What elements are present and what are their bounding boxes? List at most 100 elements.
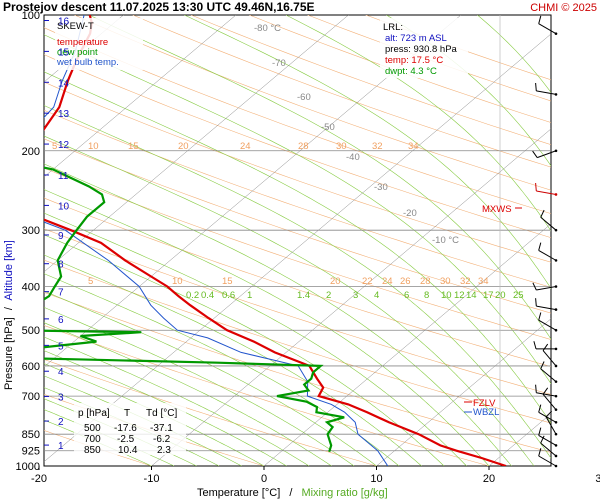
temperature-tick-label: 0 xyxy=(261,473,267,485)
pressure-tick-label: 700 xyxy=(22,391,40,403)
moist-adiabat-line xyxy=(44,34,551,385)
wind-barb-flag xyxy=(538,427,542,436)
mixing-ratio-label: 1 xyxy=(247,290,252,301)
level-table-box xyxy=(74,403,186,455)
wind-barb-staff xyxy=(540,442,557,457)
wind-barb xyxy=(535,298,558,311)
dry-adiabat-line xyxy=(44,109,551,288)
fzlv-label: FZLV xyxy=(473,398,496,409)
dry-adiabat-line xyxy=(44,259,551,424)
dry-adiabat-top-label: 5 xyxy=(52,141,57,152)
altitude-tick-label: 2 xyxy=(58,417,64,428)
moist-adiabat-line xyxy=(44,71,551,424)
mixing-ratio-label: 20 xyxy=(495,290,506,301)
altitude-tick-label: 8 xyxy=(58,260,64,271)
dew-point-line xyxy=(44,166,345,453)
wind-barb xyxy=(532,282,558,291)
altitude-tick-label: 16 xyxy=(58,16,70,27)
wind-barbs xyxy=(532,15,558,468)
altitude-tick-label: 10 xyxy=(58,201,70,212)
table-cell: 500 xyxy=(84,423,101,434)
wet-bulb-line xyxy=(44,15,389,466)
x-axis-temperature: Temperature [°C] xyxy=(197,487,280,499)
temperature-line xyxy=(44,15,507,466)
wind-barb xyxy=(538,448,558,468)
isotherm-line xyxy=(263,223,551,466)
y-axis-sep: / xyxy=(3,306,15,310)
dry-adiabat-line xyxy=(44,138,551,314)
moist-adiabat-top-label: 10 xyxy=(172,276,183,287)
dry-adiabat-line xyxy=(44,359,378,466)
wind-barb-flag xyxy=(540,361,545,370)
mixing-ratio-label: 6 xyxy=(404,290,409,301)
dry-adiabat-line xyxy=(44,167,551,340)
mixing-ratio-label: 0.6 xyxy=(222,290,235,301)
altitude-tick-label: 11 xyxy=(58,171,69,182)
wind-barb-flag xyxy=(535,82,537,91)
wind-barb-staff xyxy=(540,368,557,383)
wind-barb-staff xyxy=(542,350,557,367)
wind-barb xyxy=(538,404,558,424)
wind-barb-staff xyxy=(538,411,557,423)
wind-barb xyxy=(538,312,558,332)
lrl-dwpt: dwpt: 4.3 °C xyxy=(385,66,437,77)
wind-barb-staff xyxy=(538,319,557,331)
wind-barb xyxy=(535,182,558,196)
wind-barb xyxy=(532,149,558,159)
altitude-tick-label: 4 xyxy=(58,367,64,378)
wind-barb-staff xyxy=(537,150,557,159)
wind-barb xyxy=(535,384,558,398)
pressure-tick-label: 925 xyxy=(22,446,40,458)
isotherm-label: -30 xyxy=(374,182,388,193)
mixing-ratio-label: 12 xyxy=(454,290,465,301)
isotherm-line xyxy=(44,15,237,178)
pressure-tick-label: 400 xyxy=(22,282,40,294)
y-axis-altitude: Altitude [km] xyxy=(3,240,15,301)
wind-barb-dot xyxy=(554,93,558,96)
wind-barb-dot xyxy=(554,149,558,153)
wind-barb-flag xyxy=(538,404,542,413)
table-cell: 10.4 xyxy=(118,445,138,456)
moist-adiabat-line xyxy=(44,307,355,466)
y-axis-pressure: Pressure [hPa] xyxy=(3,317,15,390)
moist-adiabat-line xyxy=(184,15,551,290)
wind-barb-dot xyxy=(554,408,558,411)
lrl-press: press: 930.8 hPa xyxy=(385,44,458,55)
wind-barb-dot xyxy=(554,454,558,458)
wind-barb-dot xyxy=(554,444,558,447)
moist-adiabat-top-label: 26 xyxy=(400,276,411,287)
wind-barb xyxy=(538,242,558,262)
dry-adiabat-line xyxy=(44,325,491,466)
wind-barb-staff xyxy=(540,216,557,231)
wind-barb-flag xyxy=(538,448,542,457)
y-axis-title: Pressure [hPa] / Altitude [km] xyxy=(3,240,15,390)
wind-barb-flag xyxy=(532,282,537,291)
wind-barb-dot xyxy=(554,308,558,311)
isotherm-line xyxy=(44,15,462,368)
table-cell: -2.5 xyxy=(117,434,135,445)
dry-adiabat-line xyxy=(44,197,551,367)
isotherm-label: -60 xyxy=(297,92,311,103)
pressure-tick-label: 1000 xyxy=(16,461,40,473)
temperature-tick-label: 20 xyxy=(483,473,495,485)
mixing-ratio-label: 10 xyxy=(441,290,452,301)
temperature-tick-label: -10 xyxy=(144,473,160,485)
isotherm-label: -20 xyxy=(403,208,417,219)
wind-barb-flag xyxy=(540,435,545,444)
wind-barb-flag xyxy=(542,387,549,395)
moist-adiabat-line xyxy=(44,350,287,466)
table-header: T xyxy=(124,408,130,419)
table-header: p [hPa] xyxy=(78,408,110,419)
wind-barb xyxy=(545,410,558,436)
moist-adiabat-line xyxy=(44,234,445,466)
wind-barb-staff xyxy=(538,249,557,261)
legend-box xyxy=(55,18,143,70)
mxws-label: MXWS xyxy=(482,204,512,215)
moist-adiabat-top-label: 32 xyxy=(460,276,471,287)
isotherm-line xyxy=(376,318,551,466)
altitude-tick-label: 7 xyxy=(58,288,64,299)
altitude-tick-label: 13 xyxy=(58,109,70,120)
wind-barb-dot xyxy=(554,364,558,368)
wind-barb xyxy=(542,343,558,368)
